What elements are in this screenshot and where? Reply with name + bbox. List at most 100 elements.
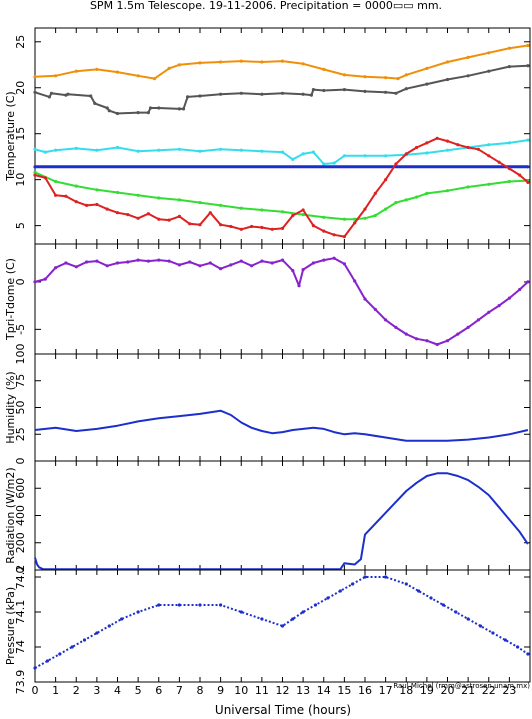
- temperature-series-2-point: [33, 147, 37, 151]
- temperature-series-5-point: [64, 194, 68, 198]
- temperature-series-4-point: [415, 195, 419, 199]
- temperature-series-2-point: [198, 149, 202, 153]
- temperature-series-4-point: [74, 184, 78, 188]
- tpri-tdome-series-0-point: [239, 259, 243, 263]
- temperature-series-4-point: [280, 210, 285, 214]
- pressure-series-0-point: [107, 624, 111, 628]
- temperature-series-0-point: [363, 75, 367, 79]
- temperature-series-0-point: [445, 60, 450, 64]
- tpri-tdome-series-0-point: [415, 337, 419, 341]
- pressure-series-0-point: [417, 589, 421, 593]
- temperature-series-5-point: [260, 225, 264, 230]
- temperature-series-2-point: [95, 148, 99, 152]
- pressure-ytick-label: 74: [14, 640, 27, 654]
- temperature-ytick-label: 10: [14, 173, 27, 187]
- temperature-series-5-point: [487, 154, 491, 158]
- temperature-series-4-point: [177, 198, 181, 202]
- humidity-ytick-label: 100: [14, 344, 27, 365]
- x-tick-label: 18: [399, 684, 413, 697]
- x-tick-label: 3: [93, 684, 100, 697]
- tpri-tdome-series-0-point: [146, 259, 150, 263]
- x-tick-label: 6: [155, 684, 162, 697]
- temperature-series-2-point: [54, 148, 58, 152]
- temperature-ytick-label: 15: [14, 127, 27, 141]
- x-tick-label: 16: [358, 684, 372, 697]
- temperature-series-0-point: [167, 66, 171, 70]
- temperature-ytick-label: 25: [14, 35, 27, 49]
- pressure-ytick-label: 73.9: [14, 670, 27, 695]
- pressure-series-0-point: [326, 596, 330, 600]
- temperature-series-5-point: [373, 191, 377, 195]
- tpri-tdome-series-0-point: [384, 318, 388, 322]
- tpri-tdome-series-0-point: [311, 261, 315, 265]
- tpri-tdome-series-0-point: [126, 260, 130, 264]
- tpri-tdome-series-0-point: [157, 258, 161, 262]
- temperature-series-5-point: [291, 213, 295, 218]
- temperature-series-1-point: [301, 92, 305, 96]
- x-tick-label: 11: [255, 684, 269, 697]
- temperature-series-5-point: [157, 217, 161, 221]
- temperature-series-0-point: [115, 70, 120, 74]
- temperature-series-1-point: [33, 90, 37, 94]
- temperature-series-2-point: [332, 161, 336, 165]
- temperature-series-0-point: [507, 46, 511, 50]
- temperature-series-0-point: [322, 67, 326, 71]
- temperature-series-0-point: [384, 76, 388, 80]
- temperature-series-4-point: [487, 182, 491, 186]
- temperature-series-1-point: [311, 88, 315, 92]
- temperature-series-1-point: [157, 106, 161, 110]
- pressure-series-0: [34, 576, 529, 669]
- radiation-frame: [34, 460, 531, 571]
- x-tick-label: 7: [176, 684, 183, 697]
- tpri-tdome-series-0-point: [250, 264, 254, 268]
- temperature-series-1-point: [198, 94, 202, 98]
- temperature-series-2-point: [342, 154, 346, 158]
- pressure-series-0-point: [95, 631, 99, 635]
- tpri-tdome-series-0-point: [404, 332, 408, 336]
- x-tick-label: 5: [135, 684, 142, 697]
- tpri-tdome-series-0-point: [64, 261, 68, 265]
- tpri-tdome-series-0-point: [280, 258, 285, 262]
- x-tick-label: 21: [461, 684, 475, 697]
- x-tick-label: 10: [234, 684, 248, 697]
- temperature-series-1-point: [148, 106, 153, 110]
- tpri-tdome-series-0-point: [188, 260, 192, 264]
- tpri-tdome-ytick-label: 0: [14, 278, 27, 285]
- x-tick-label: 17: [379, 684, 393, 697]
- tpri-tdome-series-0-point: [260, 259, 264, 263]
- tpri-tdome-series-0-point: [353, 279, 357, 283]
- temperature-series-5-point: [466, 145, 470, 150]
- temperature-series-0-point: [301, 62, 305, 66]
- temperature-series-0-point: [74, 69, 78, 73]
- temperature-series-5-point: [219, 223, 223, 227]
- tpri-tdome-series-0: [34, 257, 529, 346]
- temperature-series-1: [34, 64, 528, 115]
- x-tick-label: 9: [217, 684, 224, 697]
- temperature-series-4-point: [404, 198, 408, 202]
- pressure-series-0-point: [239, 610, 243, 614]
- temperature-series-0-point: [198, 61, 202, 65]
- temperature-series-0-point: [136, 74, 140, 78]
- figure-title: SPM 1.5m Telescope. 19-11-2006. Precipit…: [90, 0, 442, 12]
- temperature-series-1-point: [219, 92, 223, 96]
- temperature-series-0-point: [54, 74, 58, 78]
- temperature-series-2-point: [136, 149, 140, 153]
- pressure-series-0-point: [219, 603, 223, 607]
- temperature-series-4-point: [95, 188, 99, 192]
- temperature-series-5-point: [188, 222, 192, 226]
- temperature-ytick-label: 20: [14, 81, 27, 95]
- x-tick-label: 0: [32, 684, 39, 697]
- temperature-series-4-point: [507, 179, 511, 184]
- temperature-series-0-point: [342, 73, 346, 77]
- tpri-tdome-series-0-point: [476, 318, 480, 322]
- tpri-tdome-series-0-point: [322, 258, 326, 262]
- temperature-series-5-point: [476, 147, 480, 151]
- temperature-series-0-point: [260, 60, 264, 64]
- temperature-series-0-point: [95, 67, 99, 71]
- temperature-series-1-point: [186, 95, 190, 99]
- temperature-series-1-point: [49, 91, 54, 95]
- x-tick-label: 1: [52, 684, 59, 697]
- temperature-series-4-point: [342, 217, 346, 221]
- temperature-series-0-point: [404, 73, 408, 77]
